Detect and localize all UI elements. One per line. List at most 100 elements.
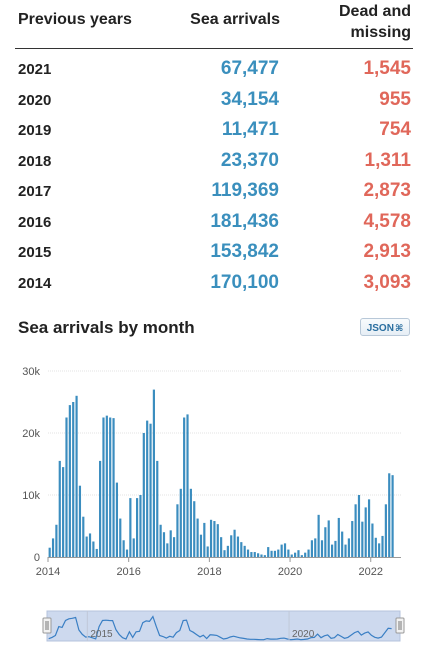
json-button[interactable]: JSON⌘ [360, 318, 410, 336]
bar [55, 524, 58, 557]
bar [129, 498, 132, 557]
bar [367, 499, 371, 557]
bar [371, 523, 374, 557]
bar [88, 533, 92, 557]
bar [294, 552, 297, 557]
bar [233, 529, 236, 557]
bar [186, 414, 189, 557]
bar [280, 544, 283, 557]
bar [156, 460, 159, 557]
bar [166, 543, 169, 557]
bar [304, 552, 307, 557]
bar [48, 547, 51, 557]
header-dead-and-missing: Dead and missing [338, 3, 411, 41]
bar [58, 460, 61, 557]
cell-dead: 754 [379, 119, 411, 140]
cell-arrivals: 181,436 [210, 210, 279, 232]
cell-arrivals: 23,370 [220, 149, 279, 171]
table-row: 2019 11,471 754 [15, 115, 413, 146]
bar [139, 495, 142, 557]
bar [189, 488, 192, 557]
header-sea-arrivals: Sea arrivals [190, 11, 280, 28]
bar [341, 531, 344, 557]
cell-year: 2016 [18, 213, 52, 231]
bar [65, 417, 68, 557]
cell-dead: 2,913 [363, 241, 411, 262]
bar [72, 402, 75, 557]
bar [172, 537, 176, 557]
bar [236, 536, 240, 557]
table-row: 2016 181,436 4,578 [15, 207, 413, 238]
table-row: 2017 119,369 2,873 [15, 176, 413, 207]
bar [297, 550, 300, 557]
table-row: 2014 170,100 3,093 [15, 268, 413, 299]
cell-dead: 3,093 [363, 271, 411, 293]
bar [391, 475, 394, 557]
bars [48, 389, 394, 557]
bar [330, 544, 334, 557]
bar [384, 504, 387, 557]
bar [357, 495, 361, 557]
cell-year: 2014 [18, 274, 52, 292]
previous-years-table: Previous years Sea arrivals Dead and mis… [15, 0, 413, 298]
bar [102, 417, 105, 557]
sea-arrivals-chart: 0 10k 20k 30k 2014 2016 2018 2020 2022 2015 2020 [22, 366, 405, 642]
bar [307, 549, 310, 557]
y-tick-label: 0 [34, 552, 40, 564]
cell-year: 2021 [18, 61, 52, 78]
cell-arrivals: 67,477 [220, 58, 279, 79]
bar [209, 519, 213, 557]
bar [95, 548, 98, 557]
y-tick-label: 20k [22, 428, 40, 440]
bar [327, 520, 330, 557]
bar [270, 550, 273, 557]
bar [273, 550, 277, 557]
navigator-left-handle[interactable] [42, 617, 52, 634]
bar [146, 420, 149, 557]
header-previous-years: Previous years [18, 11, 132, 28]
table-header: Previous years Sea arrivals Dead and mis… [15, 0, 413, 49]
bar [109, 417, 112, 557]
cell-arrivals: 11,471 [221, 119, 279, 140]
bar [354, 504, 357, 557]
bar [179, 488, 182, 557]
json-label: JSON [366, 323, 394, 334]
bar [267, 547, 270, 557]
bar [125, 549, 129, 557]
table-body: 2021 67,477 1,545 2020 34,154 955 2019 11,471 75… [15, 49, 413, 298]
bar [220, 537, 223, 557]
bar [142, 433, 145, 557]
table-row: 2015 153,842 2,913 [15, 237, 413, 268]
table-row: 2018 23,370 1,311 [15, 146, 413, 177]
bar [257, 553, 260, 557]
bar [277, 549, 280, 557]
bar [314, 538, 317, 557]
bar [216, 524, 219, 557]
cell-year: 2019 [18, 122, 52, 139]
bar [320, 540, 324, 557]
cell-year: 2015 [18, 244, 52, 261]
bar [223, 550, 226, 557]
navigator-tick-label: 2015 [90, 629, 113, 640]
bar [99, 460, 102, 557]
bar [119, 518, 122, 557]
bar [381, 535, 384, 557]
x-axis: 2014 2016 2018 2020 2022 [36, 557, 401, 578]
bar [213, 521, 216, 557]
bar [240, 542, 243, 557]
bar [115, 482, 119, 557]
bar [351, 521, 354, 557]
cell-year: 2020 [18, 91, 52, 109]
bar [388, 473, 391, 557]
bar [334, 540, 337, 557]
bar [206, 546, 209, 557]
bar [246, 549, 250, 557]
x-tick-label: 2014 [36, 566, 60, 578]
bar [361, 521, 364, 557]
navigator-right-handle[interactable] [395, 617, 405, 634]
navigator-tick-label: 2020 [292, 629, 315, 640]
x-tick-label: 2018 [197, 566, 221, 578]
y-axis: 0 10k 20k 30k [22, 366, 40, 564]
bar [226, 545, 229, 557]
rss-icon: ⌘ [394, 323, 404, 333]
